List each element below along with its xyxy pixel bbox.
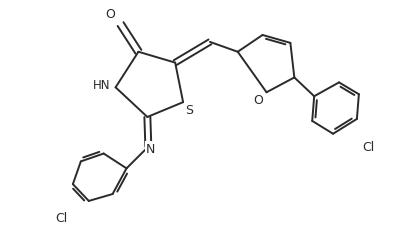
Text: N: N — [146, 142, 155, 155]
Text: S: S — [185, 103, 193, 116]
Text: Cl: Cl — [363, 140, 375, 153]
Text: Cl: Cl — [55, 211, 67, 224]
Text: O: O — [254, 93, 263, 106]
Text: O: O — [106, 8, 116, 21]
Text: HN: HN — [93, 79, 111, 91]
